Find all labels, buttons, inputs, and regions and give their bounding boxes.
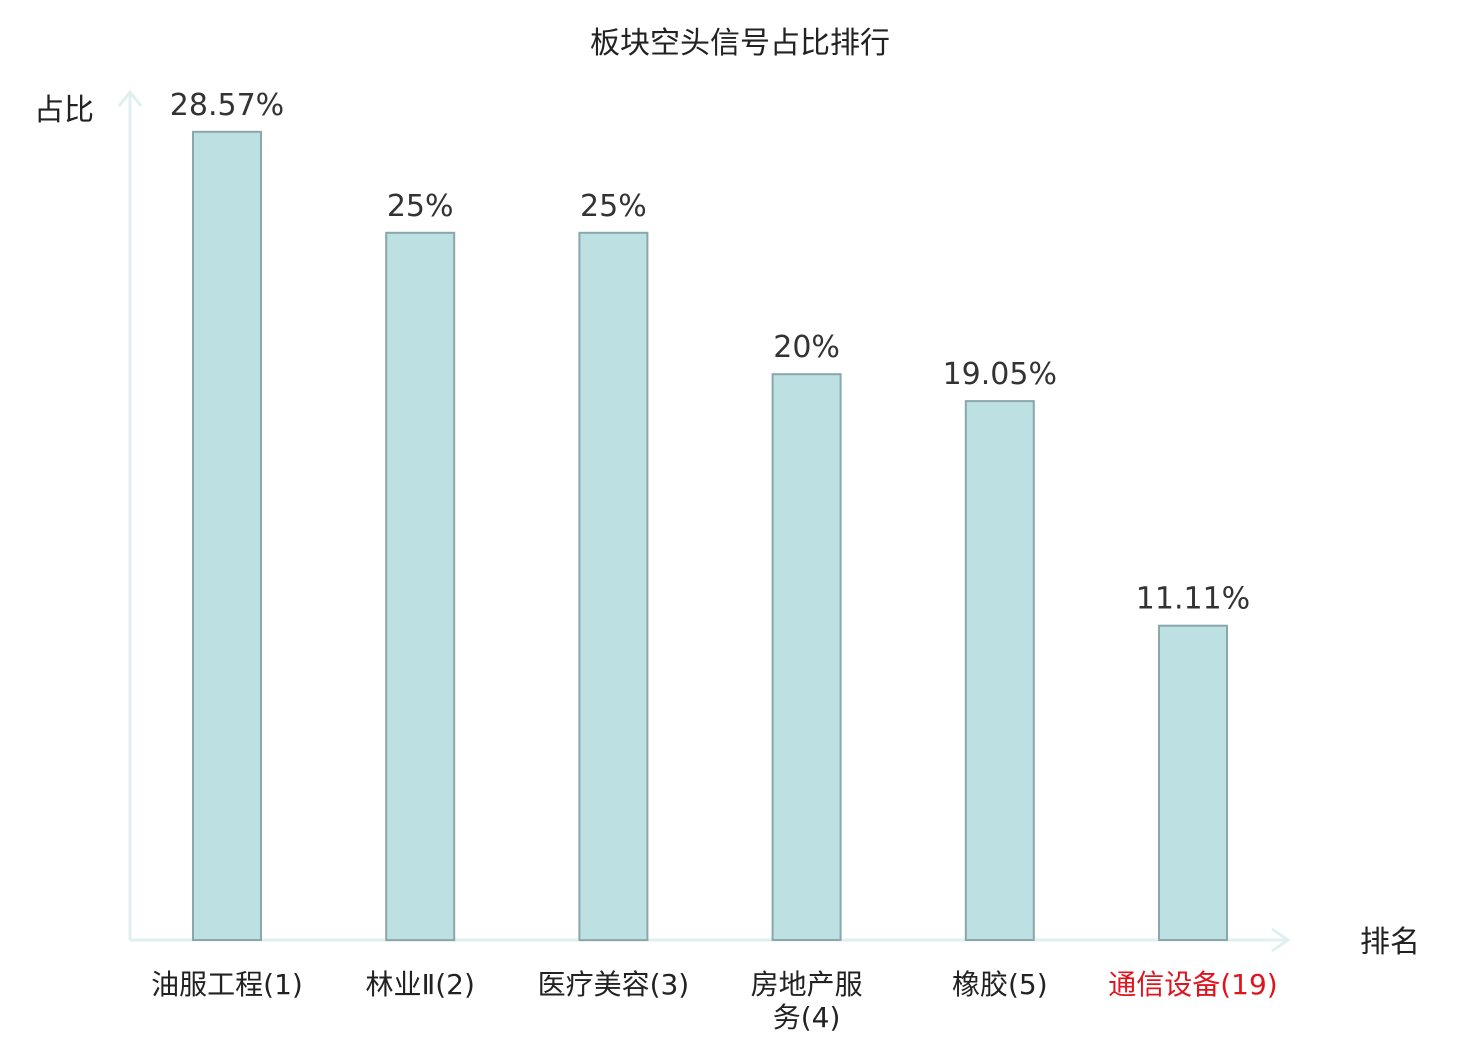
category-label: 油服工程(1) — [151, 968, 303, 1001]
value-label-group: 28.57% 25% 25% 20% 19.05% 11.11% — [170, 88, 1250, 617]
category-label: 橡胶(5) — [952, 968, 1048, 1001]
bar-group — [192, 130, 1228, 942]
category-label: 务(4) — [773, 1001, 841, 1034]
bar — [578, 231, 649, 942]
value-label: 28.57% — [170, 88, 284, 123]
bar — [964, 400, 1035, 942]
bar — [192, 130, 262, 942]
bar — [1158, 624, 1228, 941]
chart-title: 板块空头信号占比排行 — [590, 26, 890, 61]
value-label: 20% — [773, 330, 840, 365]
value-label: 25% — [580, 189, 647, 224]
category-label: 房地产服 — [751, 968, 863, 1001]
bar — [385, 231, 456, 942]
y-axis-label: 占比 — [34, 93, 94, 128]
value-label: 19.05% — [943, 357, 1057, 392]
y-axis-arrow-icon — [117, 89, 143, 107]
x-axis-label: 排名 — [1360, 925, 1420, 960]
category-label: 通信设备(19) — [1108, 968, 1277, 1001]
value-label: 25% — [387, 189, 454, 224]
x-axis-arrow-icon — [1271, 927, 1291, 953]
bar — [771, 373, 842, 941]
value-label: 11.11% — [1136, 582, 1250, 617]
category-label: 医疗美容(3) — [538, 968, 690, 1001]
category-label: 林业Ⅱ(2) — [365, 968, 474, 1001]
